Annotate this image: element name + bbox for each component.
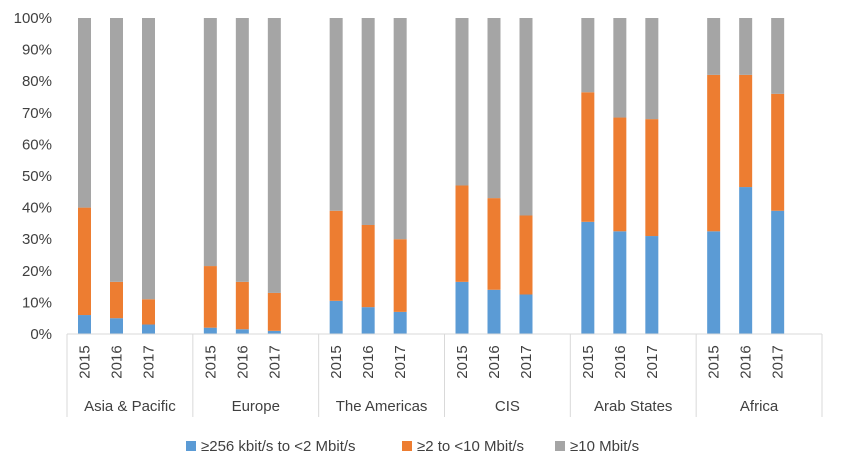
x-group-label: CIS	[495, 398, 520, 415]
bar-segment-3	[78, 18, 91, 208]
bar-segment-1	[739, 187, 753, 334]
bar-segment-3	[487, 18, 501, 199]
bar-segment-3	[361, 18, 375, 225]
bar-segment-1	[110, 318, 123, 334]
y-tick-label: 100%	[14, 10, 52, 27]
bar-segment-3	[142, 18, 155, 300]
bar-segment-2	[519, 215, 533, 295]
y-tick-label: 50%	[22, 168, 52, 185]
bar-segment-2	[203, 266, 217, 328]
bar-segment-1	[329, 300, 343, 334]
bar-segment-1	[203, 327, 217, 334]
bar-segment-1	[645, 236, 659, 334]
bar-segment-1	[78, 315, 91, 334]
bar-segment-2	[739, 74, 753, 188]
x-tick-label-year: 2015	[77, 345, 94, 378]
x-tick-label-year: 2017	[141, 345, 158, 378]
bar-segment-3	[707, 18, 721, 75]
x-tick-label-year: 2017	[518, 345, 535, 378]
bar-segment-3	[110, 18, 123, 282]
bar-segment-1	[707, 231, 721, 334]
bar-segment-3	[739, 18, 753, 75]
bar-segment-2	[329, 210, 343, 301]
bar-segment-3	[645, 18, 659, 120]
bar-segment-3	[267, 18, 281, 293]
x-group-label: The Americas	[336, 398, 428, 415]
x-tick-label-year: 2015	[202, 345, 219, 378]
y-tick-label: 0%	[30, 326, 52, 343]
x-tick-label-year: 2016	[738, 345, 755, 378]
bar-segment-1	[613, 231, 627, 334]
bar-segment-2	[78, 207, 91, 316]
bar-segment-1	[519, 294, 533, 334]
bar-segment-1	[455, 281, 469, 334]
bar-segment-2	[487, 198, 501, 290]
y-tick-label: 70%	[22, 105, 52, 122]
bar-segment-3	[393, 18, 407, 240]
bar-segment-3	[203, 18, 217, 267]
x-tick-label-year: 2015	[706, 345, 723, 378]
x-tick-label-year: 2015	[454, 345, 471, 378]
y-tick-label: 40%	[22, 200, 52, 217]
x-group-label: Arab States	[594, 398, 672, 415]
bar-segment-1	[771, 210, 785, 334]
bar-segment-2	[455, 185, 469, 282]
x-group-label: Africa	[740, 398, 779, 415]
bar-segment-2	[142, 299, 155, 325]
x-tick-label-year: 2016	[360, 345, 377, 378]
x-tick-label-year: 2017	[770, 345, 787, 378]
bar-segment-2	[707, 74, 721, 232]
y-tick-label: 80%	[22, 73, 52, 90]
y-tick-label: 30%	[22, 231, 52, 248]
x-tick-label-year: 2016	[234, 345, 251, 378]
x-tick-label-year: 2015	[580, 345, 597, 378]
bar-segment-1	[487, 289, 501, 334]
x-tick-label-year: 2017	[392, 345, 409, 378]
x-tick-label-year: 2016	[109, 345, 126, 378]
bar-segment-2	[235, 281, 249, 330]
bar-segment-2	[110, 281, 123, 319]
bar-segment-1	[267, 330, 281, 334]
x-tick-label-year: 2017	[266, 345, 283, 378]
legend-swatch	[555, 441, 565, 451]
bar-segment-2	[613, 117, 627, 232]
bar-segment-1	[393, 311, 407, 334]
bar-segment-1	[581, 221, 595, 334]
bar-segment-3	[519, 18, 533, 216]
bar-segment-2	[361, 224, 375, 308]
x-tick-label-year: 2015	[328, 345, 345, 378]
y-tick-label: 90%	[22, 42, 52, 59]
bar-segment-1	[142, 324, 155, 334]
y-tick-label: 10%	[22, 294, 52, 311]
x-tick-label-year: 2016	[612, 345, 629, 378]
bar-segment-3	[613, 18, 627, 118]
legend-swatch	[186, 441, 196, 451]
legend-label: ≥2 to <10 Mbit/s	[417, 438, 524, 455]
bar-segment-1	[361, 307, 375, 334]
legend-swatch	[402, 441, 412, 451]
y-tick-label: 20%	[22, 263, 52, 280]
x-group-label: Europe	[232, 398, 280, 415]
x-group-label: Asia & Pacific	[84, 398, 176, 415]
legend-label: ≥10 Mbit/s	[570, 438, 639, 455]
bar-segment-3	[235, 18, 249, 282]
bar-segment-2	[645, 119, 659, 237]
x-tick-label-year: 2016	[486, 345, 503, 378]
bar-segment-3	[581, 18, 595, 93]
bar-segment-2	[771, 93, 785, 211]
bar-segment-3	[455, 18, 469, 186]
bar-segment-3	[771, 18, 785, 94]
y-tick-label: 60%	[22, 136, 52, 153]
legend-label: ≥256 kbit/s to <2 Mbit/s	[201, 438, 356, 455]
bar-segment-1	[235, 329, 249, 334]
bar-segment-2	[581, 92, 595, 222]
x-tick-label-year: 2017	[644, 345, 661, 378]
bar-segment-2	[393, 239, 407, 312]
bar-segment-3	[329, 18, 343, 211]
bar-segment-2	[267, 292, 281, 331]
